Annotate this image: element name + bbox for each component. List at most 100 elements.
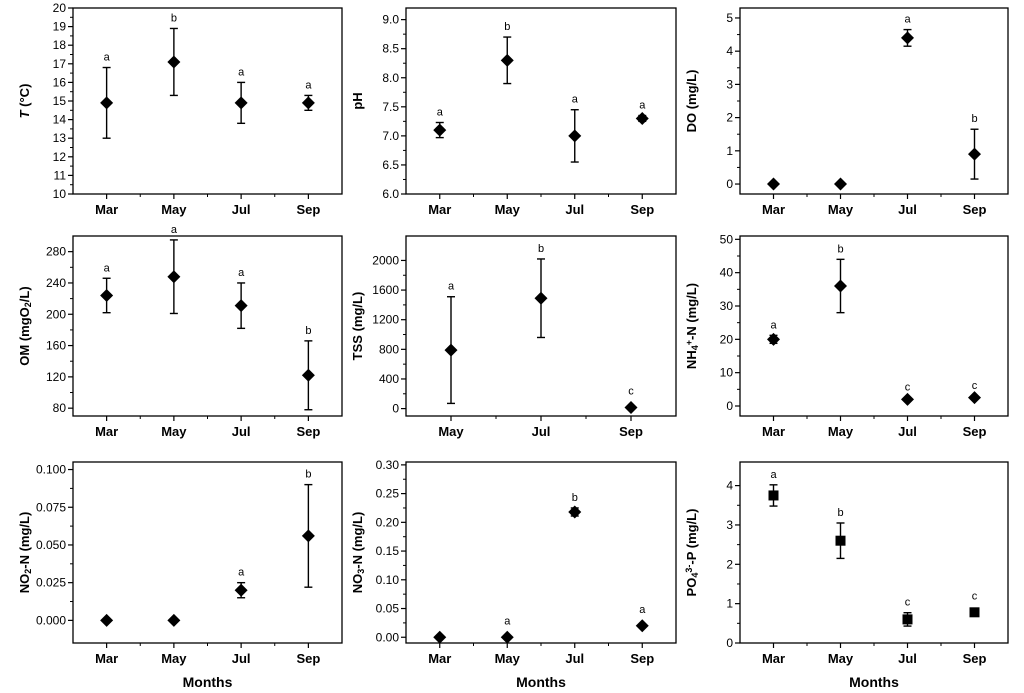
plot-frame (72, 7, 343, 195)
x-tick-label: Jul (898, 424, 917, 439)
x-tick-label: Sep (296, 202, 320, 217)
significance-letter: a (238, 267, 245, 279)
y-tick-label: 80 (53, 401, 67, 415)
data-point (834, 177, 847, 191)
data-point (767, 177, 780, 191)
significance-letter: b (538, 243, 544, 255)
y-tick-label: 120 (46, 370, 66, 384)
data-point (901, 392, 914, 406)
significance-letter: a (770, 319, 777, 331)
data-point (167, 270, 181, 284)
y-tick-label: 14 (53, 113, 67, 127)
significance-letter: b (837, 507, 843, 519)
y-axis-label-part: NO (350, 574, 365, 594)
significance-letter: c (628, 385, 634, 397)
data-point (568, 505, 582, 519)
panel-3: 0 1 2 3 4 5 Mar May Jul Sep DO (mg/L) a b (684, 7, 1009, 217)
y-tick-label: 5 (726, 11, 733, 25)
data-point (444, 343, 458, 357)
data-point (234, 96, 248, 110)
y-tick-label: 1 (726, 597, 733, 611)
data-point (635, 619, 649, 633)
data-point (234, 583, 248, 597)
y-axis-label-part: -P (mg/L) (684, 509, 699, 565)
y-axis-label-part: 3 (356, 569, 366, 574)
x-tick-label: May (828, 424, 854, 439)
y-tick-label: 3 (726, 77, 733, 91)
x-tick-label: Sep (963, 651, 987, 666)
data-point (768, 490, 779, 501)
y-axis-label-part: 4 (690, 345, 700, 350)
x-tick-label: Mar (95, 651, 118, 666)
y-tick-label: 0.30 (376, 458, 400, 472)
significance-letter: b (572, 492, 578, 504)
data-point (624, 400, 638, 414)
data-point (301, 368, 315, 382)
y-axis-label-part: PO (684, 578, 699, 597)
significance-letter: b (837, 243, 843, 255)
significance-letter: a (904, 14, 911, 26)
panel-1: 10 11 12 13 14 15 16 17 18 19 20 Mar May Jul Sep T (°C)… (17, 1, 343, 217)
x-tick-label: Mar (762, 424, 785, 439)
data-point (100, 96, 114, 110)
y-tick-label: 17 (53, 57, 67, 71)
y-axis-label: T (°C) (17, 84, 32, 119)
y-tick-label: 20 (53, 1, 67, 15)
y-tick-label: 0 (392, 402, 399, 416)
x-tick-label: Jul (565, 202, 584, 217)
y-axis-label-part: NO (17, 574, 32, 594)
y-tick-label: 13 (53, 131, 67, 145)
data-point (301, 96, 315, 110)
x-tick-label: Jul (232, 424, 251, 439)
x-tick-label: Mar (95, 202, 118, 217)
data-point (902, 614, 913, 625)
y-tick-label: 0.15 (376, 544, 400, 558)
x-tick-label: Sep (963, 202, 987, 217)
y-tick-label: 2 (726, 111, 733, 125)
y-tick-label: 7.0 (382, 129, 399, 143)
y-tick-label: 7.5 (382, 100, 399, 114)
y-tick-label: 0 (726, 399, 733, 413)
plot-frame (405, 7, 677, 195)
data-point (301, 529, 315, 543)
data-point (568, 129, 582, 143)
data-point (167, 55, 181, 69)
y-tick-label: 10 (720, 366, 734, 380)
y-axis-label-part: -N (mg/L) (350, 512, 365, 569)
x-tick-label: Mar (95, 424, 118, 439)
panel-5: 0 400 800 1200 1600 2000 May Jul Sep TSS (mg/L) a b… (350, 235, 677, 439)
y-axis-label-part: -N (mg/L) (17, 512, 32, 569)
x-tick-label: Sep (630, 202, 654, 217)
y-axis-label-part: pH (350, 92, 365, 109)
y-tick-label: 18 (53, 38, 67, 52)
significance-letter: c (972, 380, 978, 392)
y-tick-label: 160 (46, 339, 66, 353)
y-tick-label: 8.0 (382, 71, 399, 85)
data-point (500, 53, 514, 67)
y-axis-label-part: -N (mg/L) (684, 283, 699, 340)
y-tick-label: 1200 (372, 313, 399, 327)
y-tick-label: 0.00 (376, 630, 400, 644)
data-point (969, 607, 980, 618)
data-point (100, 613, 114, 627)
x-tick-label: May (161, 651, 187, 666)
y-axis-label-part: OM (mgO (17, 307, 32, 366)
x-tick-label: Sep (630, 651, 654, 666)
significance-letter: a (504, 615, 511, 627)
y-tick-label: 0.050 (36, 538, 66, 552)
significance-letter: c (972, 590, 978, 602)
plot-frame (405, 461, 677, 644)
x-tick-label: May (828, 651, 854, 666)
y-tick-label: 0.05 (376, 602, 400, 616)
x-tick-label: Jul (532, 424, 551, 439)
y-tick-label: 1600 (372, 283, 399, 297)
x-tick-label: May (438, 424, 464, 439)
x-tick-label: Jul (565, 651, 584, 666)
significance-letter: a (238, 66, 245, 78)
y-tick-label: 10 (53, 187, 67, 201)
y-axis-label: NO3-N (mg/L) (350, 512, 366, 594)
significance-letter: b (504, 21, 510, 33)
x-tick-label: Sep (296, 424, 320, 439)
panel-6: 0 10 20 30 40 50 Mar May Jul Sep NH4+-N (mg/L) a b c c (684, 232, 1009, 439)
